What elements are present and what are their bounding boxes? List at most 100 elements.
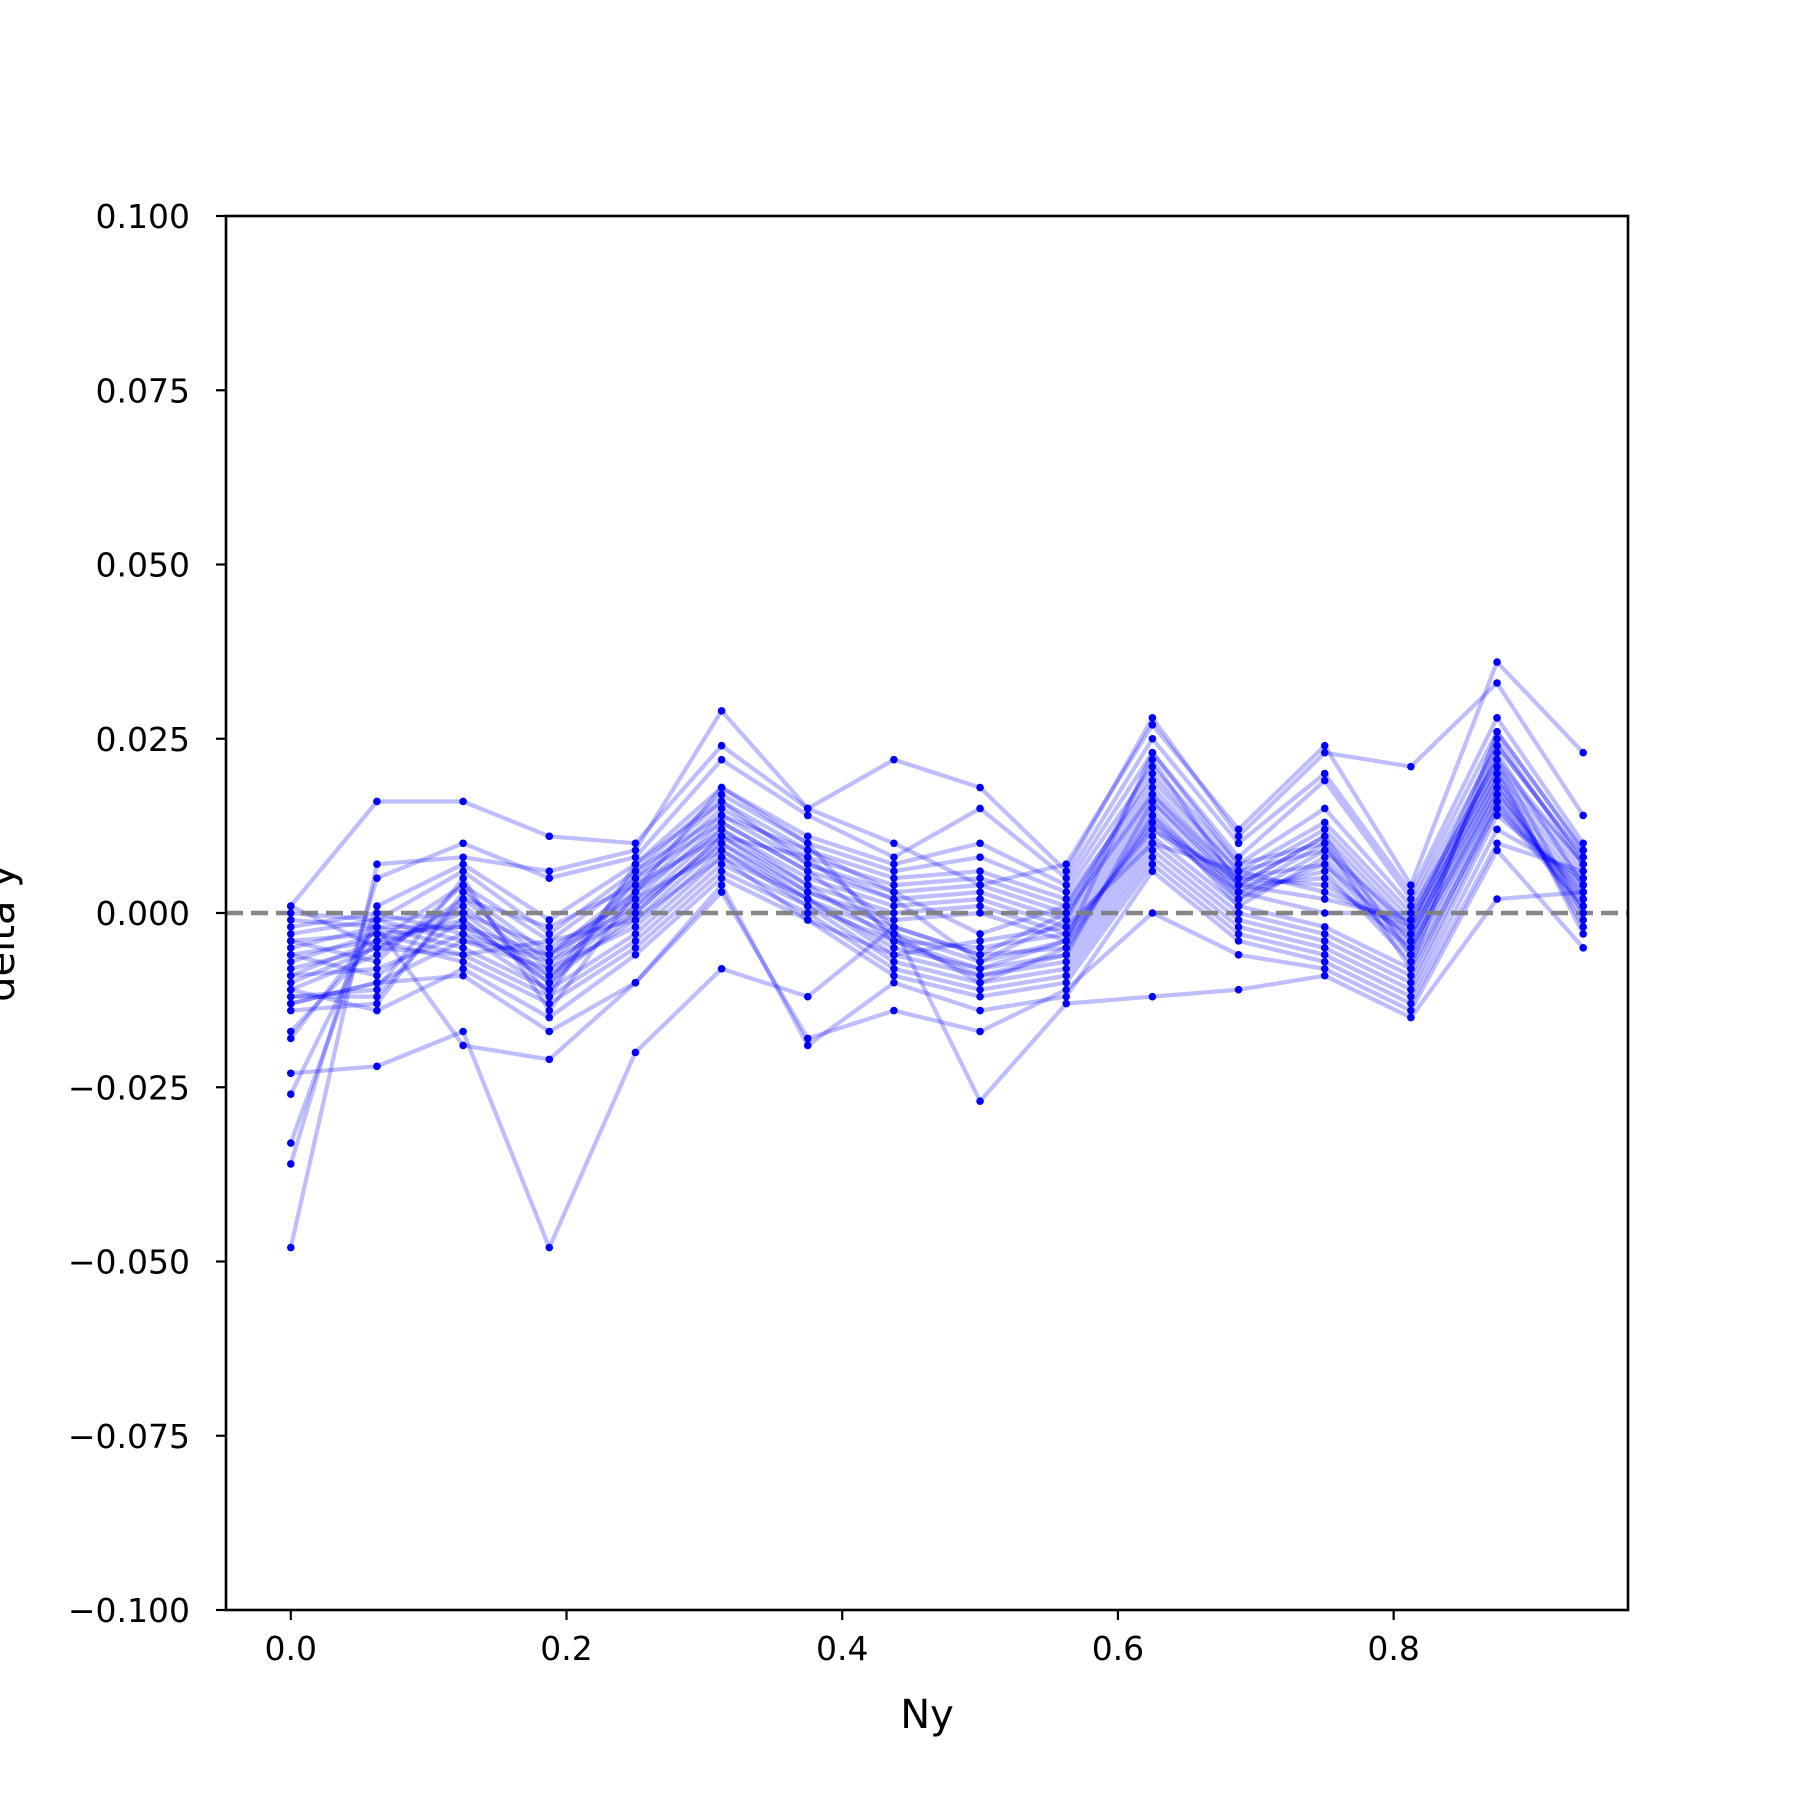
data-point [1320, 776, 1329, 785]
data-point [1579, 881, 1587, 889]
data-point [1320, 957, 1329, 966]
data-point [1062, 971, 1071, 980]
series-line-9 [290, 764, 1585, 1013]
data-point [459, 867, 467, 875]
data-point [459, 909, 467, 917]
data-point [1148, 734, 1157, 743]
data-point [631, 978, 640, 987]
data-point [631, 937, 640, 945]
data-point [286, 951, 295, 959]
data-point [890, 978, 898, 987]
data-point [976, 1027, 984, 1036]
data-point [1579, 888, 1587, 896]
data-point [1493, 776, 1501, 785]
plot-area [226, 658, 1628, 1252]
data-point [459, 1041, 467, 1050]
data-point [373, 909, 381, 917]
data-point [890, 874, 898, 882]
data-point [459, 860, 467, 869]
data-point [803, 888, 812, 896]
data-point [1062, 909, 1071, 917]
data-point [717, 964, 726, 973]
data-point [1234, 895, 1243, 903]
data-point [631, 1048, 640, 1057]
data-point [1062, 999, 1071, 1008]
data-point [459, 937, 467, 945]
data-point [373, 964, 381, 973]
data-point [1320, 881, 1329, 889]
data-point [1062, 860, 1071, 869]
data-point [1493, 825, 1501, 834]
data-point [803, 804, 812, 813]
x-tick-label: 0.6 [1092, 1629, 1144, 1668]
data-point [1148, 825, 1157, 834]
data-point [1407, 930, 1415, 938]
data-point [890, 895, 898, 903]
data-point [890, 888, 898, 896]
data-point [1062, 888, 1071, 896]
data-point [1234, 867, 1243, 875]
data-point [803, 916, 812, 924]
series-line-29 [290, 743, 1585, 999]
data-point [890, 964, 898, 973]
series-line-21 [290, 799, 1585, 964]
data-point [286, 1243, 295, 1252]
data-point [1407, 888, 1415, 896]
series-line-7 [289, 848, 1585, 1062]
data-point [373, 985, 381, 994]
data-point [286, 1160, 295, 1168]
data-point [631, 895, 640, 903]
data-point [1493, 658, 1501, 666]
data-point [1148, 992, 1157, 1001]
data-point [545, 923, 554, 931]
data-point [717, 832, 726, 841]
data-point [976, 937, 984, 945]
data-point [890, 860, 898, 869]
data-point [1234, 923, 1243, 931]
data-point [1320, 769, 1329, 778]
data-point [459, 881, 467, 889]
data-point [286, 985, 295, 994]
data-point [631, 909, 640, 917]
data-point [1320, 832, 1329, 841]
data-point [373, 937, 381, 945]
data-point [286, 1034, 295, 1043]
y-tick-label: 0.100 [96, 197, 190, 236]
data-point [459, 895, 467, 903]
data-point [545, 1006, 554, 1015]
data-point [1320, 846, 1329, 855]
data-point [1579, 874, 1587, 882]
data-point [717, 874, 726, 882]
data-point [976, 853, 984, 862]
data-point [459, 957, 467, 966]
data-point [1148, 811, 1157, 820]
data-point [1148, 783, 1157, 792]
data-point [286, 999, 295, 1008]
data-point [1493, 769, 1501, 778]
data-point [1407, 762, 1415, 771]
data-point [373, 923, 381, 931]
data-point [373, 951, 381, 959]
data-point [717, 853, 726, 862]
data-point [1148, 846, 1157, 855]
x-tick-label: 0.4 [816, 1629, 868, 1668]
y-tick-label: −0.100 [68, 1591, 190, 1630]
data-point [976, 867, 984, 875]
data-point [545, 916, 554, 924]
data-point [717, 818, 726, 827]
data-point [1062, 985, 1071, 994]
data-point [803, 902, 812, 910]
data-point [1148, 867, 1157, 875]
data-point [459, 916, 467, 924]
data-point [717, 804, 726, 813]
data-point [1493, 762, 1501, 771]
data-point [1493, 727, 1501, 736]
series-line-4 [288, 729, 1585, 1144]
data-point [890, 930, 898, 938]
data-point [890, 867, 898, 875]
data-point [1234, 881, 1243, 889]
data-point [1320, 971, 1329, 980]
data-point [1062, 881, 1071, 889]
data-point [976, 804, 984, 813]
data-point [1148, 755, 1157, 764]
